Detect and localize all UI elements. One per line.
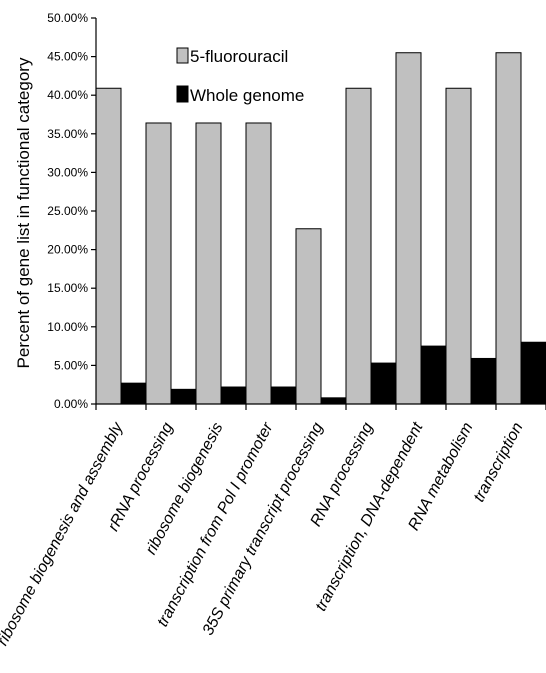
bar-fluorouracil (395, 52, 422, 405)
bar-whole-genome (220, 386, 247, 405)
bar-fluorouracil (495, 52, 522, 405)
y-tick-label: 10.00% (47, 320, 88, 334)
legend-swatch-whole-genome (176, 85, 189, 103)
category-label: transcription (471, 420, 527, 505)
y-tick-label: 40.00% (47, 88, 88, 102)
bar-whole-genome (470, 357, 497, 405)
bar-fluorouracil (445, 87, 472, 405)
y-tick-label: 25.00% (47, 204, 88, 218)
bar-fluorouracil (95, 87, 122, 405)
bar-whole-genome (520, 341, 546, 405)
y-axis-title: Percent of gene list in functional categ… (14, 57, 33, 368)
bar-fluorouracil (145, 122, 172, 405)
bar-whole-genome (320, 397, 347, 405)
bar-whole-genome (120, 382, 147, 405)
y-tick-label: 50.00% (47, 11, 88, 25)
bar-fluorouracil (295, 228, 322, 405)
y-tick-label: 0.00% (54, 397, 88, 411)
y-tick-label: 20.00% (47, 243, 88, 257)
y-tick-label: 5.00% (54, 358, 88, 372)
legend-label-5-fluorouracil: 5-fluorouracil (190, 47, 288, 66)
bar-fluorouracil (345, 87, 372, 405)
y-axis-ticks: 0.00% 5.00% 10.00% 15.00% 20.00% 25.00% 30.00%… (47, 11, 96, 411)
bars (95, 52, 546, 405)
bar-whole-genome (370, 362, 397, 405)
y-tick-label: 30.00% (47, 165, 88, 179)
y-tick-label: 45.00% (47, 50, 88, 64)
legend-label-whole-genome: Whole genome (190, 86, 304, 105)
y-tick-label: 15.00% (47, 281, 88, 295)
bar-whole-genome (420, 345, 447, 405)
legend-swatch-5-fluorouracil (176, 47, 189, 64)
bar-fluorouracil (245, 122, 272, 405)
legend: 5-fluorouracil Whole genome (176, 47, 304, 105)
bar-fluorouracil (195, 122, 222, 405)
bar-whole-genome (170, 388, 197, 405)
bar-whole-genome (270, 386, 297, 405)
x-axis-ticks (95, 404, 546, 410)
y-tick-label: 35.00% (47, 127, 88, 141)
category-label: ribosome biogenesis and assembly (0, 419, 127, 649)
